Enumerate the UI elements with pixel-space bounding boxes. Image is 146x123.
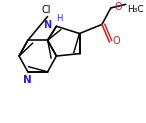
Text: Cl: Cl: [41, 5, 51, 15]
Text: O: O: [113, 36, 120, 46]
Text: H₃C: H₃C: [127, 5, 144, 14]
Text: O: O: [115, 2, 122, 12]
Text: H: H: [56, 14, 62, 23]
Text: N: N: [44, 20, 52, 30]
Text: N: N: [23, 75, 32, 85]
